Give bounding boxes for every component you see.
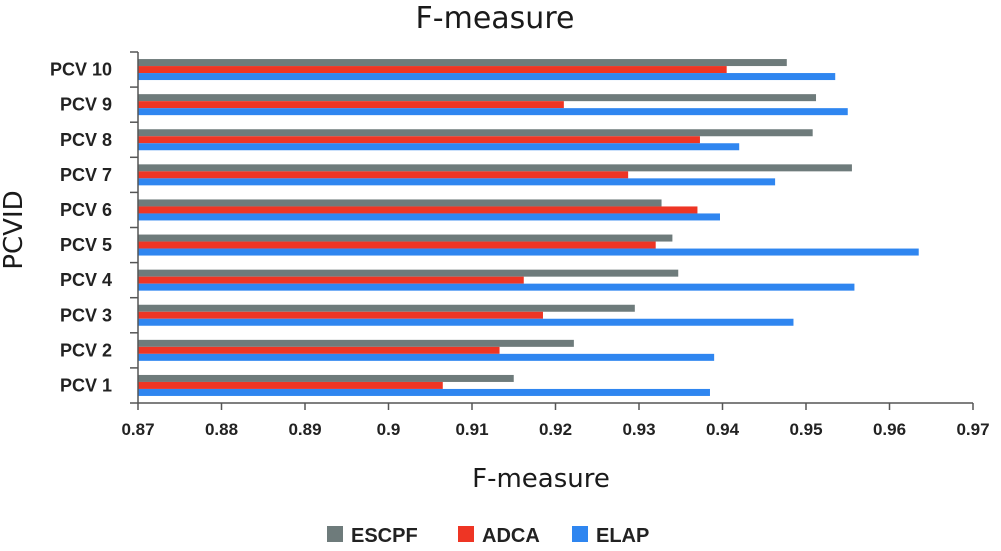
- chart-title: F-measure: [416, 1, 575, 36]
- category-label: PCV 4: [60, 270, 112, 290]
- x-tick-label: 0.89: [288, 420, 321, 439]
- bar-escpf-pcv4: [138, 269, 679, 277]
- bar-elap-pcv7: [138, 178, 776, 186]
- bar-elap-pcv6: [138, 213, 720, 221]
- bar-elap-pcv2: [138, 353, 715, 361]
- bar-escpf-pcv3: [138, 304, 635, 312]
- bar-elap-pcv3: [138, 318, 794, 326]
- bar-elap-pcv1: [138, 388, 710, 396]
- bar-adca-pcv8: [138, 136, 700, 144]
- legend: ESCPF ADCA ELAP: [327, 525, 649, 547]
- legend-swatch-escpf: [327, 526, 343, 542]
- legend-label-adca: ADCA: [482, 525, 540, 547]
- bar-adca-pcv3: [138, 311, 543, 319]
- category-label: PCV 6: [60, 200, 112, 220]
- bar-escpf-pcv8: [138, 129, 813, 137]
- bar-adca-pcv7: [138, 171, 629, 179]
- x-axis-label: F-measure: [472, 464, 610, 494]
- x-tick-label: 0.97: [956, 420, 989, 439]
- legend-swatch-elap: [572, 526, 588, 542]
- x-tick-label: 0.9: [377, 420, 401, 439]
- bar-elap-pcv10: [138, 73, 836, 81]
- category-label: PCV 5: [60, 235, 112, 255]
- x-tick-label: 0.88: [205, 420, 238, 439]
- bar-elap-pcv8: [138, 143, 740, 151]
- bar-escpf-pcv9: [138, 94, 817, 102]
- category-label: PCV 1: [60, 375, 112, 395]
- category-label: PCV 7: [60, 165, 112, 185]
- bar-elap-pcv5: [138, 248, 919, 256]
- category-label: PCV 2: [60, 340, 112, 360]
- category-label: PCV 9: [60, 95, 112, 115]
- bar-escpf-pcv10: [138, 59, 787, 67]
- bars-layer: [138, 59, 919, 396]
- x-tick-label: 0.91: [455, 420, 488, 439]
- bar-adca-pcv6: [138, 206, 698, 214]
- x-tick-label: 0.96: [873, 420, 906, 439]
- bar-adca-pcv1: [138, 381, 443, 389]
- legend-label-escpf: ESCPF: [351, 525, 418, 547]
- x-tick-label: 0.92: [539, 420, 572, 439]
- bar-adca-pcv2: [138, 346, 500, 354]
- bar-adca-pcv4: [138, 276, 524, 284]
- bar-escpf-pcv7: [138, 164, 852, 172]
- legend-label-elap: ELAP: [596, 525, 649, 547]
- x-tick-label: 0.93: [622, 420, 655, 439]
- bar-elap-pcv9: [138, 108, 848, 116]
- category-label: PCV 10: [50, 60, 112, 80]
- bar-adca-pcv10: [138, 66, 727, 74]
- bar-escpf-pcv1: [138, 374, 514, 382]
- x-tick-label: 0.87: [121, 420, 154, 439]
- bar-escpf-pcv6: [138, 199, 662, 207]
- bar-elap-pcv4: [138, 283, 855, 291]
- category-label: PCV 8: [60, 130, 112, 150]
- axes-layer: PCV 1 PCV 2 PCV 3 PCV 4 PCV 5 PCV 6 PCV 7 PCV 8…: [50, 51, 990, 439]
- category-label: PCV 3: [60, 305, 112, 325]
- y-axis-label: PCVID: [0, 190, 29, 269]
- bar-adca-pcv5: [138, 241, 656, 249]
- x-tick-label: 0.94: [706, 420, 740, 439]
- bar-adca-pcv9: [138, 101, 564, 109]
- x-tick-label: 0.95: [789, 420, 822, 439]
- bar-escpf-pcv5: [138, 234, 673, 242]
- legend-swatch-adca: [458, 526, 474, 542]
- bar-escpf-pcv2: [138, 339, 574, 347]
